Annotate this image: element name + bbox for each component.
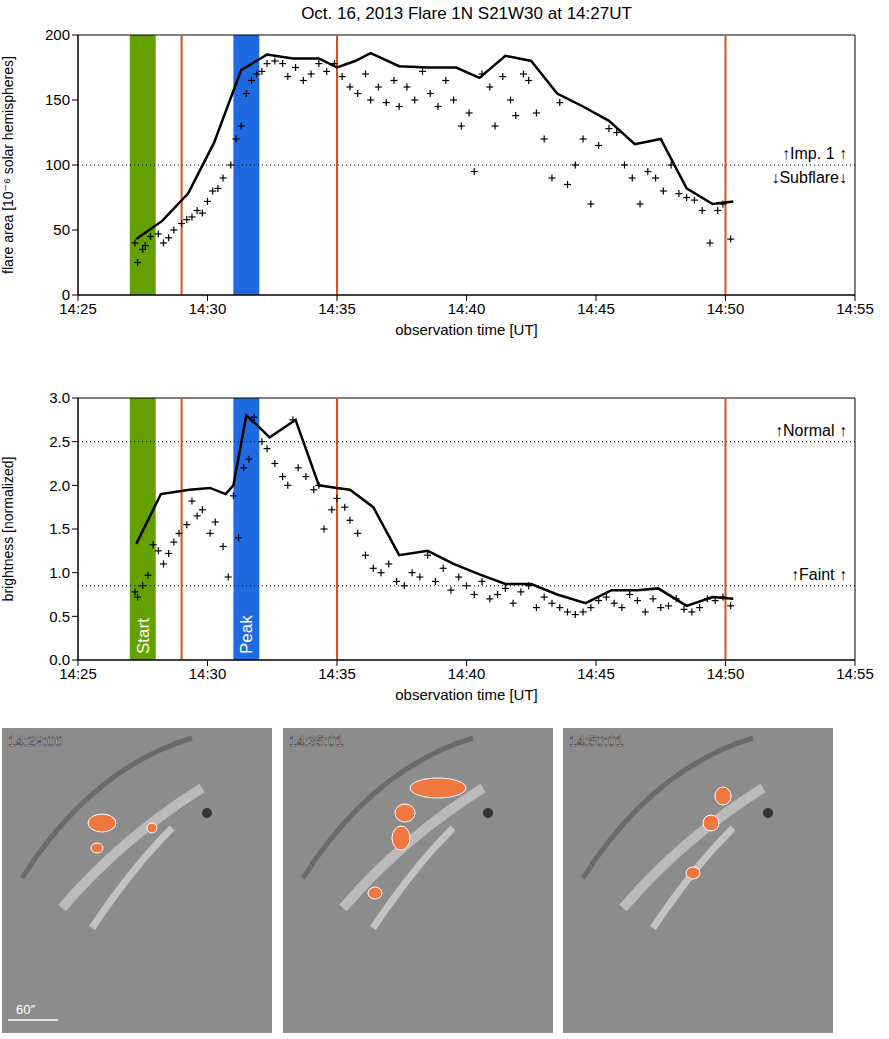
svg-text:14:25: 14:25 [59,664,97,682]
svg-text:14:45: 14:45 [577,300,615,317]
svg-text:brightness [normalized]: brightness [normalized] [0,457,16,602]
svg-text:14:50: 14:50 [707,665,745,682]
svg-text:2.0: 2.0 [49,477,70,494]
svg-text:14:40: 14:40 [448,665,486,682]
svg-text:150: 150 [45,91,70,108]
svg-text:↑Faint ↑: ↑Faint ↑ [791,566,847,583]
svg-text:14:50: 14:50 [707,300,745,317]
svg-text:0.0: 0.0 [49,651,70,668]
svg-text:200: 200 [45,26,70,43]
svg-text:60″: 60″ [16,1002,35,1017]
svg-text:0: 0 [62,286,70,303]
svg-text:14:35: 14:35 [318,300,356,317]
svg-text:14:35:01: 14:35:01 [289,733,344,749]
svg-text:Start: Start [134,618,153,654]
svg-text:1.5: 1.5 [49,520,70,537]
svg-text:14:40: 14:40 [448,300,486,317]
svg-text:14:35: 14:35 [318,665,356,682]
svg-text:observation time [UT]: observation time [UT] [395,686,538,703]
svg-text:↓Subflare↓: ↓Subflare↓ [771,169,847,186]
svg-text:observation time [UT]: observation time [UT] [395,321,538,338]
svg-text:100: 100 [45,156,70,173]
svg-text:14:29:06: 14:29:06 [8,733,63,749]
svg-text:3.0: 3.0 [49,389,70,406]
svg-text:2.5: 2.5 [49,433,70,450]
svg-text:14:30: 14:30 [189,665,227,682]
svg-text:50: 50 [53,221,70,238]
svg-text:Peak: Peak [237,615,256,654]
svg-text:14:45: 14:45 [577,665,615,682]
svg-text:14:25: 14:25 [59,299,97,317]
svg-text:14:55: 14:55 [836,665,874,682]
svg-text:↑Imp. 1 ↑: ↑Imp. 1 ↑ [782,145,847,162]
svg-text:↑Normal ↑: ↑Normal ↑ [775,422,847,439]
svg-text:1.0: 1.0 [49,564,70,581]
svg-text:0.5: 0.5 [49,608,70,625]
svg-text:flare area [10⁻⁶ solar hemisph: flare area [10⁻⁶ solar hemispheres] [0,56,16,274]
svg-text:14:30: 14:30 [189,300,227,317]
html-text:Oct. 16, 2013 Flare 1N S21W30: Oct. 16, 2013 Flare 1N S21W30 at 14:27UT [301,4,632,23]
svg-text:14:50:01: 14:50:01 [569,733,624,749]
svg-text:14:55: 14:55 [836,300,874,317]
